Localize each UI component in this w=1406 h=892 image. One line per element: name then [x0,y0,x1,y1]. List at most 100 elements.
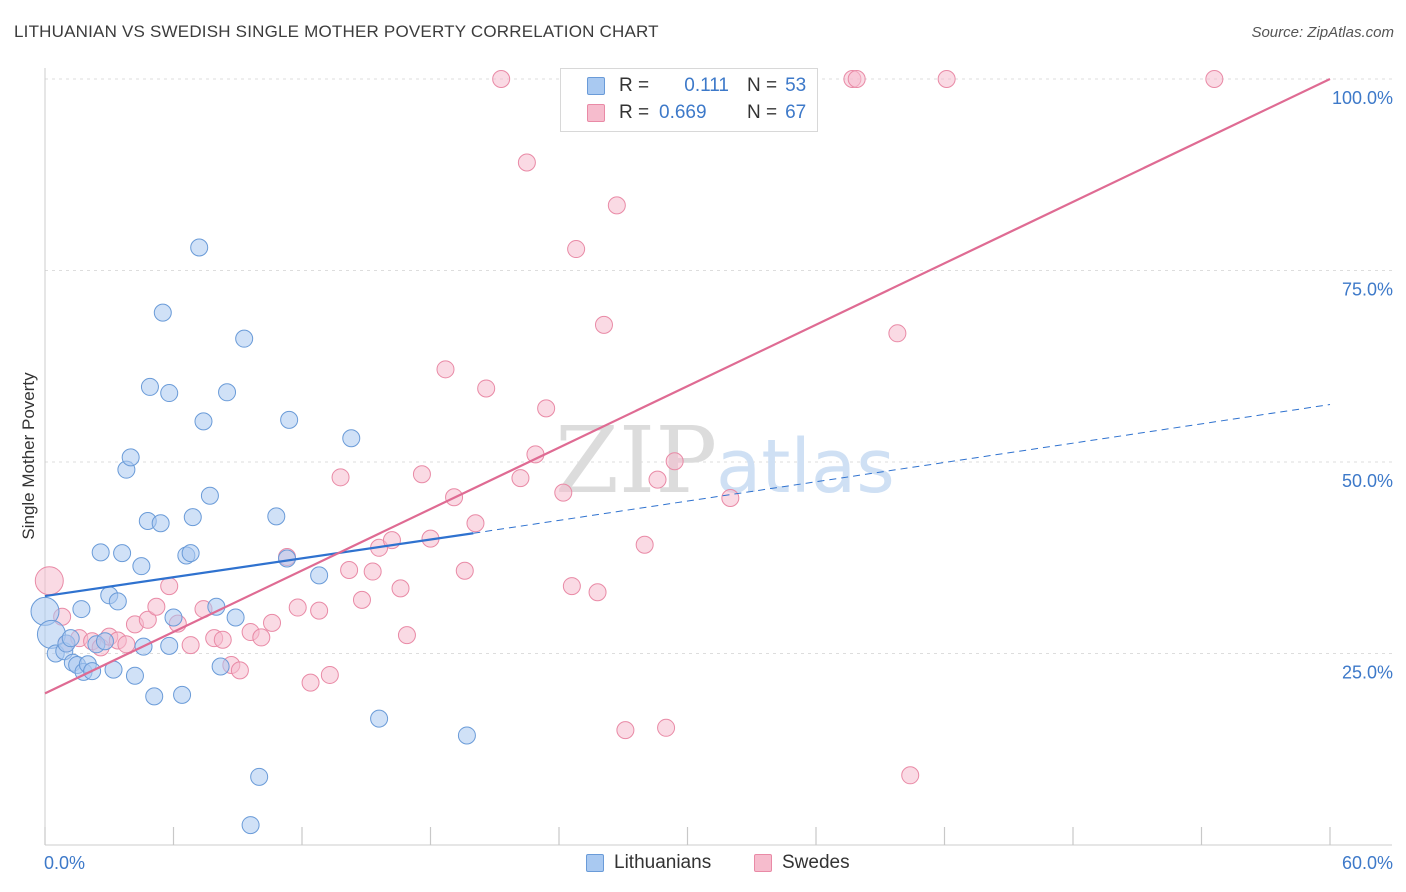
lithuanians-point [113,544,132,563]
lithuanians-point [160,384,179,403]
swedes-point [1205,70,1224,88]
swedes-point [526,445,545,464]
correlation-legend: R = 0.111 N = 53 R = 0.669 N = 67 [560,68,818,132]
lithuanians-point [457,726,476,745]
swedes-point [607,196,626,215]
legend-row-swedes: R = 0.669 N = 67 [587,100,806,126]
swedes-point [181,636,200,655]
legend-r-label: R = [619,102,650,123]
lithuanians-point [207,597,226,616]
legend-r-value: 0.669 [659,102,707,123]
lithuanians-point [342,429,361,448]
lithuanians-point [183,508,202,527]
swedes-point [616,721,635,740]
lithuanians-point [91,543,110,562]
lithuanians-point [211,657,230,676]
swedes-point [213,630,232,649]
grid-lines [45,78,1392,654]
lithuanians-point [241,816,260,835]
lithuanians-point [235,329,254,348]
swedes-point [537,399,556,418]
lithuanians-points [30,238,476,835]
swedes-point [665,452,684,471]
swedes-point [363,562,382,581]
swedes-point [230,661,249,680]
lithuanians-swatch [586,854,604,872]
lithuanians-point [72,600,91,619]
watermark-zip: ZIP [555,407,717,514]
lithuanians-trend-line [44,532,474,598]
swedes-point [477,379,496,398]
swedes-point [937,70,956,88]
lithuanians-point [164,608,183,627]
swedes-point [340,561,359,580]
swedes-point [301,673,320,692]
lithuanians-point [194,412,213,431]
bottom-legend-swedes: Swedes [754,852,850,874]
swedes-point [391,579,410,598]
trend-lines [44,78,1331,695]
swedes-point [562,577,581,596]
lithuanians-point [280,410,299,429]
y-tick-label: 50.0% [1342,471,1393,491]
lithuanians-point [310,566,329,585]
lithuanians-point [95,632,114,651]
lithuanians-point [267,507,286,526]
y-tick-label: 25.0% [1342,663,1393,683]
swedes-point [352,590,371,609]
swedes-point [554,483,573,502]
legend-r-value: 0.111 [684,75,729,96]
swedes-point [117,635,136,654]
legend-n-value: 67 [785,102,807,123]
swedes-point [147,597,166,616]
lithuanians-point [153,303,172,322]
swedes-point [138,610,157,629]
lithuanians-point [121,448,140,467]
chart-title: LITHUANIAN VS SWEDISH SINGLE MOTHER POVE… [14,22,659,41]
swedes-point [310,601,329,620]
swedes-point [635,535,654,554]
lithuanians-point [151,514,170,533]
legend-n-label: N = [747,75,778,96]
lithuanians-point [370,709,389,728]
swedes-point [455,561,474,580]
y-axis-label: Single Mother Poverty [19,372,38,540]
lithuanians-point [190,238,209,257]
swedes-point [160,577,179,596]
swedes-point [397,626,416,645]
lithuanians-point [160,636,179,655]
swedes-trend-line [44,78,1331,695]
swedes-point [492,70,511,88]
legend-row-lithuanians: R = 0.111 N = 53 [587,73,806,99]
swedes-point [657,718,676,737]
source-label: Source: ZipAtlas.com [1251,24,1394,41]
lithuanians-point [250,767,269,786]
watermark-atlas: atlas [716,424,895,510]
lithuanians-point [200,486,219,505]
swedes-point [34,566,64,596]
swedes-point [721,489,740,508]
swedes-swatch [754,854,772,872]
swedes-swatch [587,104,605,122]
swedes-point [320,665,339,684]
bottom-legend-lithuanians: Lithuanians [586,852,711,874]
lithuanians-point [145,687,164,706]
tick-labels: 25.0% 50.0% 75.0% 100.0% 0.0% 60.0% [44,88,1393,873]
lithuanians-point [278,549,297,568]
swedes-point [263,613,282,632]
swedes-point [517,153,536,172]
swedes-point [511,469,530,488]
watermark: ZIP atlas [555,407,895,514]
swedes-label: Swedes [782,852,850,873]
swedes-point [648,470,667,489]
swedes-point [588,583,607,602]
lithuanians-point [140,377,159,396]
swedes-point [888,324,907,343]
x-tick-label: 60.0% [1342,853,1393,873]
lithuanians-point [108,592,127,611]
lithuanians-point [181,544,200,563]
axes [44,68,1392,846]
y-tick-label: 75.0% [1342,280,1393,300]
swedes-point [594,315,613,334]
swedes-point [901,766,920,785]
